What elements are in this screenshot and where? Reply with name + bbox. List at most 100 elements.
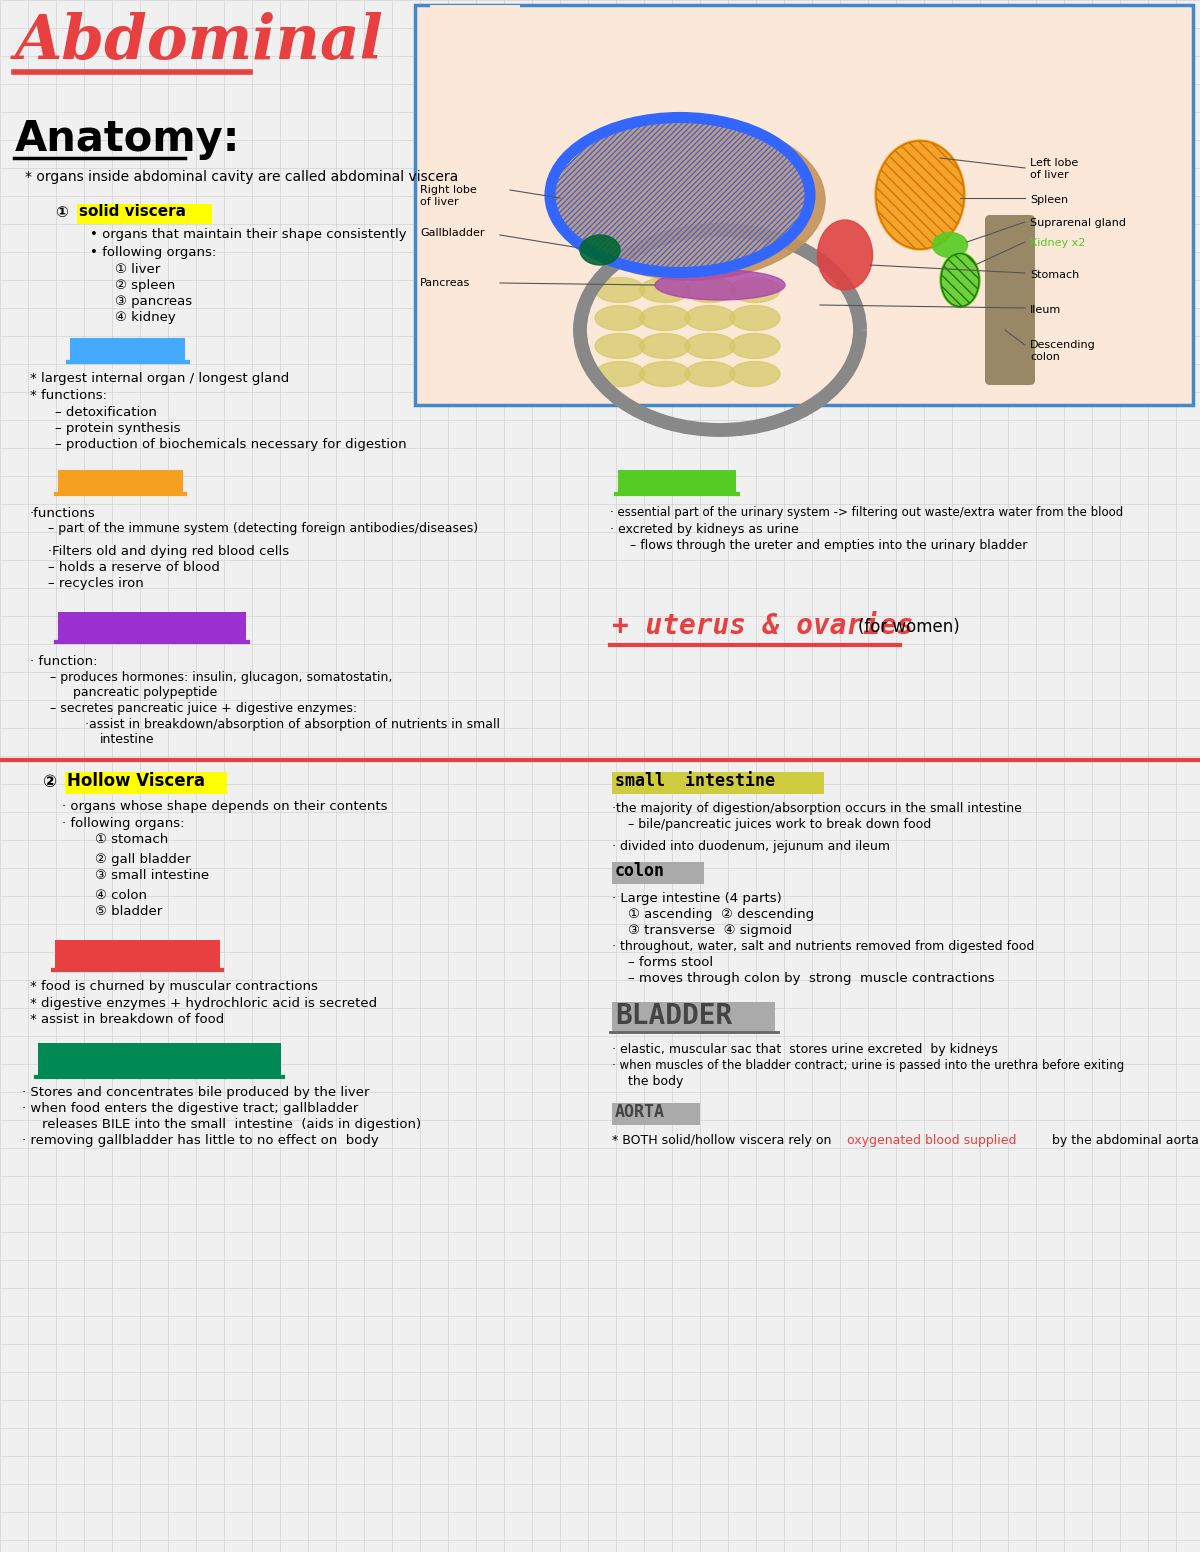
Bar	[58, 470, 182, 494]
Bar	[618, 470, 736, 494]
Text: – flows through the ureter and empties into the urinary bladder: – flows through the ureter and empties i…	[630, 539, 1027, 553]
Text: – moves through colon by  strong  muscle contractions: – moves through colon by strong muscle c…	[628, 972, 995, 986]
Text: * organs inside abdominal cavity are called abdominal viscera: * organs inside abdominal cavity are cal…	[25, 171, 458, 185]
Text: ·the majority of digestion/absorption occurs in the small intestine: ·the majority of digestion/absorption oc…	[612, 802, 1022, 815]
Bar	[55, 941, 220, 970]
Ellipse shape	[595, 306, 646, 331]
Text: GALLBLADDER: GALLBLADDER	[40, 1043, 242, 1072]
Text: • organs that maintain their shape consistently: • organs that maintain their shape consi…	[90, 228, 407, 241]
Text: Anatomy:: Anatomy:	[14, 118, 240, 160]
Text: small  intestine: small intestine	[616, 771, 775, 790]
Ellipse shape	[580, 234, 620, 265]
Text: ③ small intestine: ③ small intestine	[95, 869, 209, 882]
Bar	[612, 1103, 700, 1125]
Ellipse shape	[730, 334, 780, 359]
Text: ·Filters old and dying red blood cells: ·Filters old and dying red blood cells	[48, 545, 289, 559]
Bar	[65, 771, 227, 795]
FancyBboxPatch shape	[430, 5, 520, 400]
Text: · divided into duodenum, jejunum and ileum: · divided into duodenum, jejunum and ile…	[612, 840, 890, 854]
Ellipse shape	[655, 270, 785, 300]
Ellipse shape	[685, 278, 734, 303]
Text: – forms stool: – forms stool	[628, 956, 713, 968]
Text: spleen: spleen	[60, 470, 140, 490]
Text: – production of biochemicals necessary for digestion: – production of biochemicals necessary f…	[55, 438, 407, 452]
Text: – part of the immune system (detecting foreign antibodies/diseases): – part of the immune system (detecting f…	[48, 521, 478, 535]
Ellipse shape	[685, 306, 734, 331]
Ellipse shape	[640, 306, 690, 331]
Ellipse shape	[685, 334, 734, 359]
Text: ④ colon: ④ colon	[95, 889, 148, 902]
Text: * assist in breakdown of food: * assist in breakdown of food	[30, 1013, 224, 1026]
Text: Spleen: Spleen	[1030, 196, 1068, 205]
Text: Stomach: Stomach	[58, 941, 174, 968]
Text: – secretes pancreatic juice + digestive enzymes:: – secretes pancreatic juice + digestive …	[50, 702, 358, 715]
Bar	[612, 771, 824, 795]
Text: Descending
colon: Descending colon	[1030, 340, 1096, 362]
PathPatch shape	[430, 9, 1188, 396]
Text: Stomach: Stomach	[1030, 270, 1079, 279]
Ellipse shape	[875, 140, 965, 250]
Ellipse shape	[595, 334, 646, 359]
Text: the body: the body	[628, 1076, 683, 1088]
Text: ·functions: ·functions	[30, 508, 96, 520]
Text: · excreted by kidneys as urine: · excreted by kidneys as urine	[610, 523, 799, 535]
Bar	[38, 1043, 281, 1077]
Text: – holds a reserve of blood: – holds a reserve of blood	[48, 560, 220, 574]
Text: · throughout, water, salt and nutrients removed from digested food: · throughout, water, salt and nutrients …	[612, 941, 1034, 953]
Text: BLADDER: BLADDER	[616, 1003, 732, 1031]
Ellipse shape	[640, 334, 690, 359]
Text: Abdominal: Abdominal	[14, 12, 384, 71]
Text: * BOTH solid/hollow viscera rely on: * BOTH solid/hollow viscera rely on	[612, 1135, 835, 1147]
Ellipse shape	[595, 278, 646, 303]
Text: ② gall bladder: ② gall bladder	[95, 854, 191, 866]
Ellipse shape	[595, 362, 646, 386]
Ellipse shape	[554, 120, 826, 279]
Bar	[77, 203, 212, 223]
Text: · when muscles of the bladder contract; urine is passed into the urethra before : · when muscles of the bladder contract; …	[612, 1058, 1124, 1072]
Bar	[612, 1003, 775, 1032]
Ellipse shape	[730, 278, 780, 303]
Text: · elastic, muscular sac that  stores urine excreted  by kidneys: · elastic, muscular sac that stores urin…	[612, 1043, 998, 1055]
Ellipse shape	[685, 362, 734, 386]
Text: – detoxification: – detoxification	[55, 407, 157, 419]
Text: Left lobe
of liver: Left lobe of liver	[1030, 158, 1079, 180]
Bar	[612, 861, 704, 885]
Text: · when food enters the digestive tract; gallbladder: · when food enters the digestive tract; …	[22, 1102, 359, 1114]
Text: ②: ②	[42, 773, 56, 792]
Text: – protein synthesis: – protein synthesis	[55, 422, 180, 435]
Text: ①: ①	[55, 205, 68, 220]
Text: Hollow Viscera: Hollow Viscera	[67, 771, 205, 790]
Text: AORTA: AORTA	[616, 1103, 665, 1121]
Text: colon: colon	[616, 861, 665, 880]
Ellipse shape	[640, 278, 690, 303]
Text: Pancreas: Pancreas	[420, 278, 470, 289]
Bar	[70, 338, 185, 362]
Text: · essential part of the urinary system -> filtering out waste/extra water from t: · essential part of the urinary system -…	[610, 506, 1123, 518]
Text: ① ascending  ② descending: ① ascending ② descending	[628, 908, 814, 920]
Ellipse shape	[817, 220, 872, 290]
Text: ③ pancreas: ③ pancreas	[115, 295, 192, 307]
Text: · Large intestine (4 parts): · Large intestine (4 parts)	[612, 892, 781, 905]
Text: · organs whose shape depends on their contents: · organs whose shape depends on their co…	[62, 799, 388, 813]
Text: solid viscera: solid viscera	[79, 203, 186, 219]
Ellipse shape	[730, 306, 780, 331]
Text: Suprarenal gland: Suprarenal gland	[1030, 217, 1126, 228]
Text: + uterus & ovaries: + uterus & ovaries	[612, 611, 913, 639]
Text: · Stores and concentrates bile produced by the liver: · Stores and concentrates bile produced …	[22, 1086, 370, 1099]
Text: * largest internal organ / longest gland: * largest internal organ / longest gland	[30, 372, 289, 385]
Text: Right lobe
of liver: Right lobe of liver	[420, 185, 476, 206]
Text: – produces hormones: insulin, glucagon, somatostatin,: – produces hormones: insulin, glucagon, …	[50, 670, 392, 684]
Text: Ileum: Ileum	[1030, 306, 1061, 315]
Text: • following organs:: • following organs:	[90, 247, 216, 259]
Text: – recycles iron: – recycles iron	[48, 577, 144, 590]
Text: · following organs:: · following organs:	[62, 816, 185, 830]
Text: intestine: intestine	[100, 733, 155, 747]
Text: pancreatic polypeptide: pancreatic polypeptide	[73, 686, 217, 698]
Ellipse shape	[932, 233, 967, 258]
Text: ⑤ bladder: ⑤ bladder	[95, 905, 162, 917]
Text: ·assist in breakdown/absorption of absorption of nutrients in small: ·assist in breakdown/absorption of absor…	[85, 719, 500, 731]
FancyBboxPatch shape	[985, 216, 1034, 385]
Text: * food is churned by muscular contractions: * food is churned by muscular contractio…	[30, 979, 318, 993]
Text: PANCREAS: PANCREAS	[60, 611, 194, 639]
Bar	[58, 611, 246, 643]
